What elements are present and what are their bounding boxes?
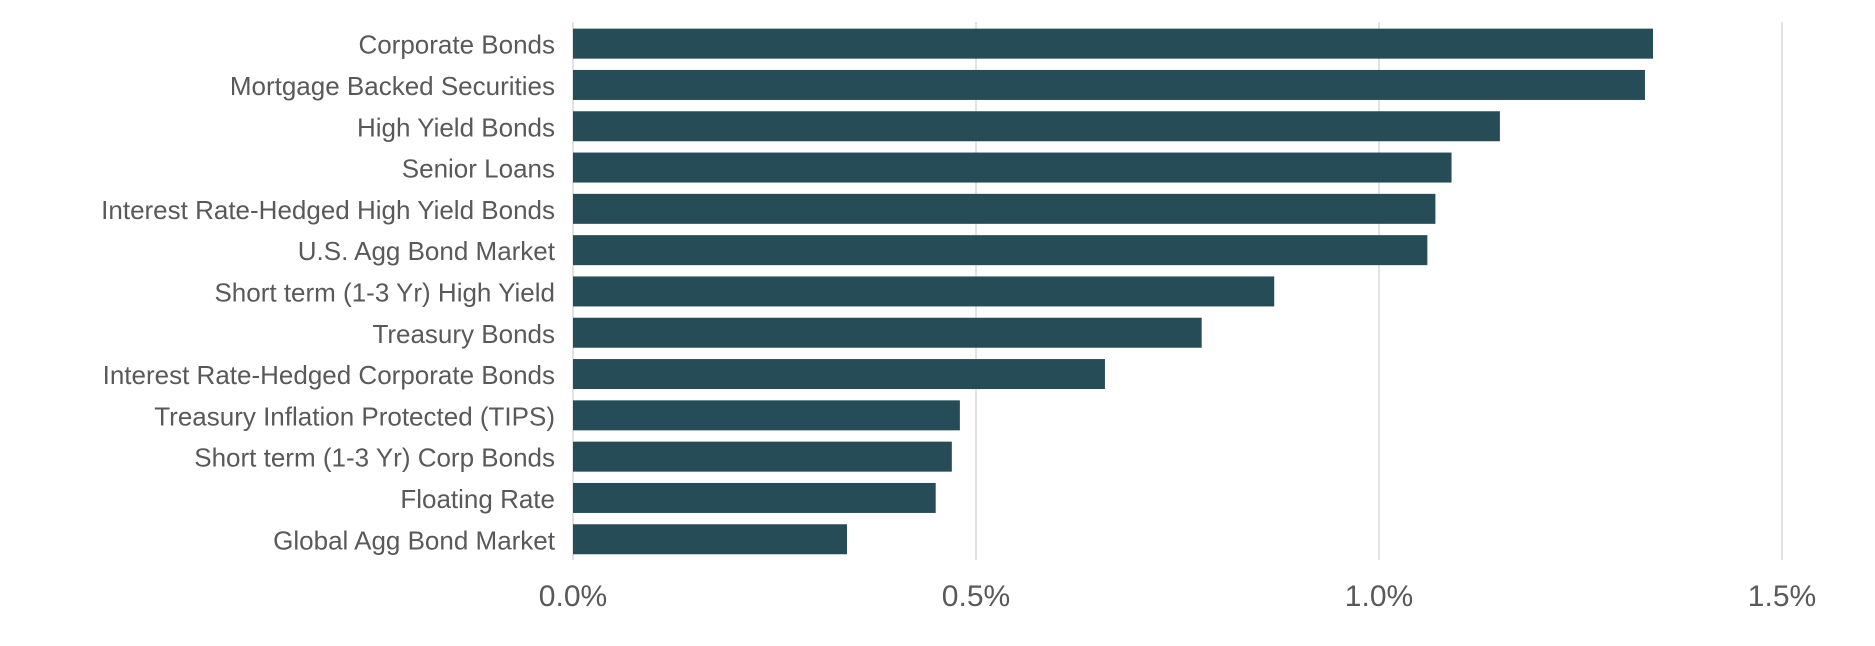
category-label: High Yield Bonds (357, 112, 555, 142)
bar (573, 69, 1645, 100)
category-label: Short term (1-3 Yr) Corp Bonds (194, 443, 555, 473)
x-tick-label: 0.0% (539, 580, 607, 613)
category-label: Interest Rate-Hedged High Yield Bonds (101, 195, 555, 225)
category-label: Global Agg Bond Market (273, 525, 556, 555)
category-label: Mortgage Backed Securities (230, 71, 555, 101)
bar (573, 524, 848, 555)
bar (573, 111, 1500, 142)
x-tick-label: 0.5% (942, 580, 1010, 613)
bar (573, 359, 1105, 390)
bar (573, 441, 952, 472)
x-tick-labels: 0.0% 0.5% 1.0% 1.5% (539, 580, 1816, 613)
category-label: Treasury Bonds (372, 319, 555, 349)
category-label: U.S. Agg Bond Market (298, 236, 556, 266)
category-label: Short term (1-3 Yr) High Yield (214, 277, 555, 307)
bars (573, 28, 1654, 555)
x-tick-label: 1.0% (1345, 580, 1413, 613)
category-label: Interest Rate-Hedged Corporate Bonds (103, 360, 555, 390)
bar (573, 276, 1275, 307)
category-label: Floating Rate (400, 484, 555, 514)
category-label: Senior Loans (402, 154, 555, 184)
bar (573, 235, 1428, 266)
bar (573, 482, 936, 513)
x-tick-label: 1.5% (1748, 580, 1816, 613)
bar (573, 152, 1452, 183)
category-label: Treasury Inflation Protected (TIPS) (154, 401, 555, 431)
bar (573, 28, 1654, 59)
bar (573, 193, 1436, 224)
category-label: Corporate Bonds (358, 30, 555, 60)
bar (573, 400, 960, 431)
bar (573, 317, 1202, 348)
category-labels: Corporate Bonds Mortgage Backed Securitie… (101, 30, 556, 556)
